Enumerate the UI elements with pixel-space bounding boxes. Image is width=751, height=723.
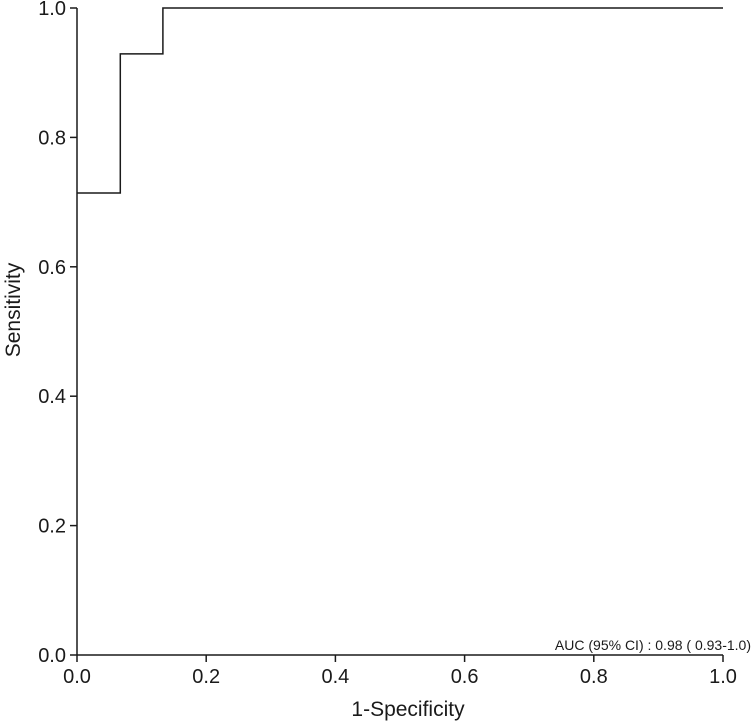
roc-curve-line: [77, 7, 723, 194]
x-tick-label: 0.4: [321, 666, 349, 688]
y-axis-title: Sensitivity: [2, 262, 25, 357]
y-tick-label: 0.2: [38, 516, 66, 538]
x-axis-title: 1-Specificity: [351, 698, 465, 721]
x-tick-label: 1.0: [709, 666, 737, 688]
auc-annotation: AUC (95% CI) : 0.98 ( 0.93-1.0): [555, 637, 751, 653]
x-tick-label: 0.6: [451, 666, 479, 688]
series-layer: [77, 7, 723, 194]
x-tick-label: 0.2: [192, 666, 220, 688]
y-tick-label: 0.4: [38, 386, 66, 408]
y-tick-label: 0.8: [38, 127, 66, 149]
axes: [76, 8, 723, 656]
y-tick-label: 1.0: [38, 0, 66, 20]
ticks: 0.0 0.2 0.4 0.6 0.8 1.0 0.0 0.2 0.4 0.6 0.8 1.0: [38, 0, 737, 688]
y-tick-label: 0.0: [38, 645, 66, 667]
x-tick-label: 0.8: [580, 666, 608, 688]
x-tick-label: 0.0: [63, 666, 91, 688]
y-tick-label: 0.6: [38, 257, 66, 279]
